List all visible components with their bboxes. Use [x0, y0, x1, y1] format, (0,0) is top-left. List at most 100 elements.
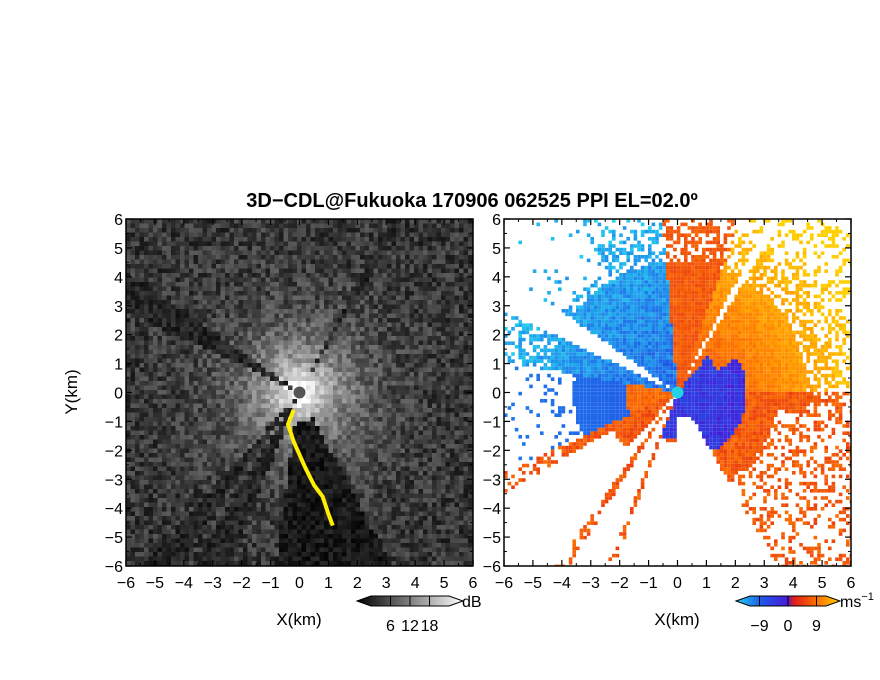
reflectivity-cell — [441, 232, 446, 238]
reflectivity-cell — [463, 466, 469, 472]
reflectivity-cell — [409, 264, 415, 269]
reflectivity-cell — [283, 417, 289, 422]
reflectivity-cell — [468, 471, 473, 476]
reflectivity-cell — [180, 439, 185, 445]
reflectivity-cell — [261, 444, 266, 449]
reflectivity-cell — [274, 390, 280, 395]
reflectivity-cell — [148, 219, 154, 224]
reflectivity-cell — [229, 250, 235, 256]
reflectivity-cell — [130, 412, 136, 418]
reflectivity-cell — [373, 502, 379, 508]
reflectivity-cell — [144, 268, 149, 274]
reflectivity-cell — [265, 466, 271, 472]
reflectivity-cell — [445, 264, 451, 269]
reflectivity-cell — [450, 354, 455, 359]
reflectivity-cell — [162, 489, 167, 494]
reflectivity-cell — [409, 475, 415, 481]
reflectivity-cell — [364, 304, 370, 310]
reflectivity-cell — [135, 309, 140, 314]
reflectivity-cell — [436, 502, 442, 508]
reflectivity-cell — [234, 489, 239, 494]
reflectivity-cell — [396, 223, 401, 229]
reflectivity-cell — [301, 331, 307, 337]
reflectivity-cell — [252, 385, 257, 391]
reflectivity-cell — [463, 237, 469, 242]
reflectivity-cell — [369, 250, 374, 256]
reflectivity-cell — [409, 390, 415, 395]
reflectivity-cell — [274, 399, 280, 404]
reflectivity-cell — [409, 228, 415, 233]
reflectivity-cell — [382, 264, 388, 269]
reflectivity-cell — [184, 471, 190, 476]
reflectivity-cell — [306, 250, 311, 256]
reflectivity-cell — [153, 439, 158, 445]
reflectivity-cell — [193, 390, 199, 395]
reflectivity-cell — [157, 426, 163, 431]
reflectivity-cell — [283, 232, 289, 238]
reflectivity-cell — [148, 417, 154, 422]
reflectivity-cell — [202, 318, 208, 323]
reflectivity-cell — [135, 475, 140, 481]
reflectivity-cell — [130, 313, 136, 319]
reflectivity-cell — [279, 327, 284, 332]
reflectivity-cell — [148, 228, 154, 233]
reflectivity-cell — [270, 291, 275, 296]
reflectivity-cell — [225, 327, 230, 332]
reflectivity-cell — [328, 403, 334, 409]
reflectivity-cell — [153, 318, 158, 323]
reflectivity-cell — [130, 232, 136, 238]
reflectivity-cell — [414, 273, 419, 278]
reflectivity-cell — [301, 300, 307, 305]
reflectivity-cell — [315, 403, 320, 409]
reflectivity-cell — [162, 462, 167, 467]
reflectivity-cell — [441, 304, 446, 310]
reflectivity-cell — [387, 228, 392, 233]
reflectivity-cell — [319, 354, 325, 359]
reflectivity-cell — [283, 484, 289, 490]
reflectivity-cell — [225, 295, 230, 301]
reflectivity-cell — [283, 318, 289, 323]
reflectivity-cell — [342, 408, 347, 413]
reflectivity-cell — [207, 232, 212, 238]
reflectivity-cell — [306, 480, 311, 485]
reflectivity-cell — [310, 291, 316, 296]
reflectivity-cell — [166, 223, 172, 229]
reflectivity-cell — [441, 237, 446, 242]
reflectivity-cell — [229, 412, 235, 418]
reflectivity-cell — [207, 444, 212, 449]
reflectivity-cell — [171, 277, 176, 283]
reflectivity-cell — [292, 381, 298, 386]
reflectivity-cell — [436, 282, 442, 287]
reflectivity-cell — [360, 336, 365, 341]
reflectivity-cell — [468, 309, 473, 314]
reflectivity-cell — [369, 358, 374, 364]
reflectivity-cell — [441, 367, 446, 373]
reflectivity-cell — [220, 502, 226, 508]
reflectivity-cell — [184, 412, 190, 418]
reflectivity-cell — [207, 435, 212, 440]
reflectivity-cell — [292, 295, 298, 301]
reflectivity-cell — [225, 489, 230, 494]
reflectivity-cell — [319, 300, 325, 305]
reflectivity-cell — [216, 453, 221, 458]
reflectivity-cell — [418, 304, 424, 310]
reflectivity-cell — [247, 264, 253, 269]
reflectivity-cell — [238, 394, 244, 400]
reflectivity-cell — [234, 241, 239, 247]
reflectivity-cell — [409, 291, 415, 296]
reflectivity-cell — [409, 300, 415, 305]
reflectivity-cell — [423, 255, 428, 260]
reflectivity-cell — [459, 457, 464, 463]
reflectivity-cell — [414, 466, 419, 472]
reflectivity-cell — [189, 223, 194, 229]
reflectivity-cell — [225, 372, 230, 377]
reflectivity-cell — [193, 340, 199, 346]
reflectivity-cell — [319, 273, 325, 278]
reflectivity-cell — [328, 367, 334, 373]
reflectivity-cell — [261, 412, 266, 418]
reflectivity-cell — [225, 421, 230, 427]
reflectivity-cell — [220, 421, 226, 427]
reflectivity-cell — [153, 412, 158, 418]
reflectivity-cell — [360, 412, 365, 418]
reflectivity-cell — [306, 268, 311, 274]
